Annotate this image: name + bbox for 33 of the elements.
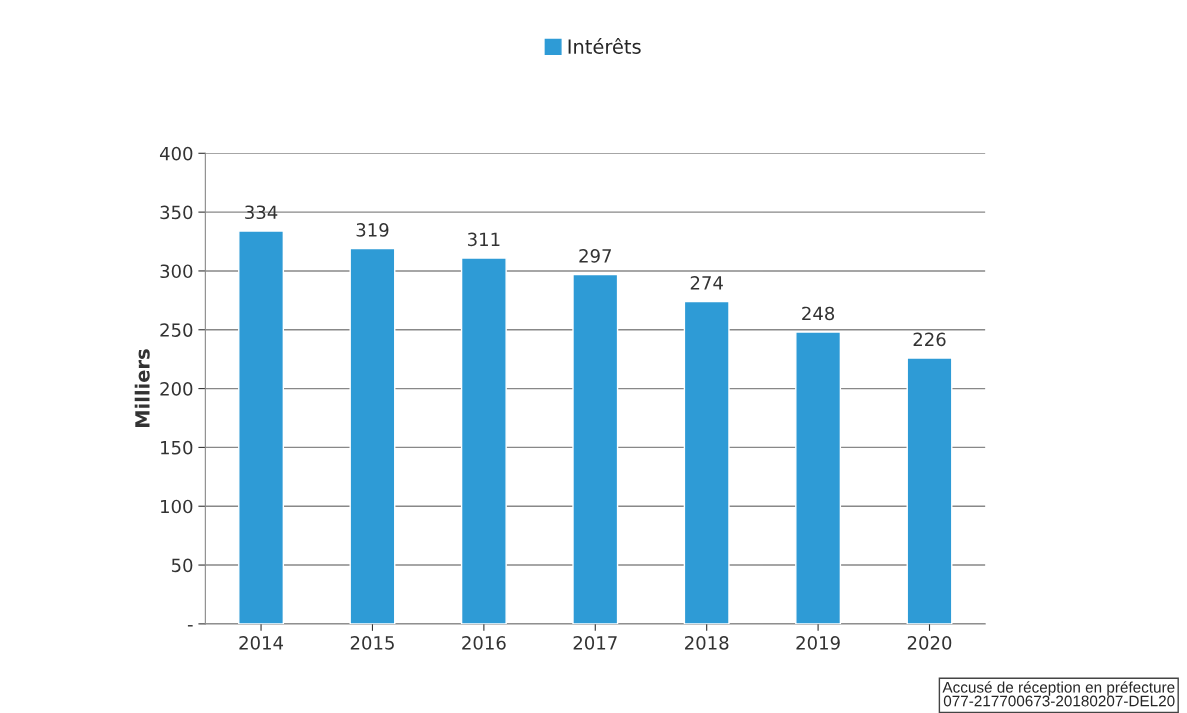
text: Accusé de réception en préfecture 077-217700673-20180207-DEL20 bbox=[942, 681, 1175, 707]
legend-label: Intérêts bbox=[568, 38, 641, 54]
y-axis-title: Milliers bbox=[134, 349, 150, 427]
bar bbox=[349, 247, 396, 624]
bar bbox=[460, 257, 507, 624]
bar bbox=[795, 331, 842, 624]
x-tick-label: 2018 bbox=[685, 636, 729, 650]
y-tick-label: 150 bbox=[161, 440, 193, 455]
y-tick-label: 300 bbox=[160, 264, 193, 279]
x-tick-label: 2019 bbox=[796, 636, 840, 650]
x-tick-label: 2020 bbox=[907, 636, 952, 650]
x-tick-label: 2015 bbox=[350, 636, 394, 650]
y-tick-label: 250 bbox=[160, 323, 193, 337]
x-tick-label: 2017 bbox=[573, 636, 617, 650]
bar bbox=[683, 300, 730, 624]
bar bbox=[906, 357, 953, 624]
data-label: 334 bbox=[245, 205, 278, 220]
x-tick-label: 2016 bbox=[462, 636, 506, 650]
y-tick-label: 50 bbox=[171, 558, 193, 573]
data-label: 248 bbox=[802, 306, 835, 321]
y-tick-label: 350 bbox=[160, 205, 193, 220]
y-tick-label: - bbox=[187, 625, 193, 627]
data-label: 297 bbox=[579, 248, 611, 263]
data-label: 319 bbox=[356, 223, 389, 237]
data-label: 311 bbox=[468, 232, 500, 247]
y-tick-label: 400 bbox=[159, 146, 193, 161]
x-tick-label: 2014 bbox=[239, 636, 284, 650]
bar bbox=[572, 273, 619, 624]
bar bbox=[238, 230, 285, 624]
y-tick-label: 200 bbox=[160, 382, 193, 396]
data-label: 274 bbox=[690, 276, 723, 290]
data-label: 226 bbox=[913, 332, 946, 347]
y-tick-label: 100 bbox=[161, 499, 193, 514]
